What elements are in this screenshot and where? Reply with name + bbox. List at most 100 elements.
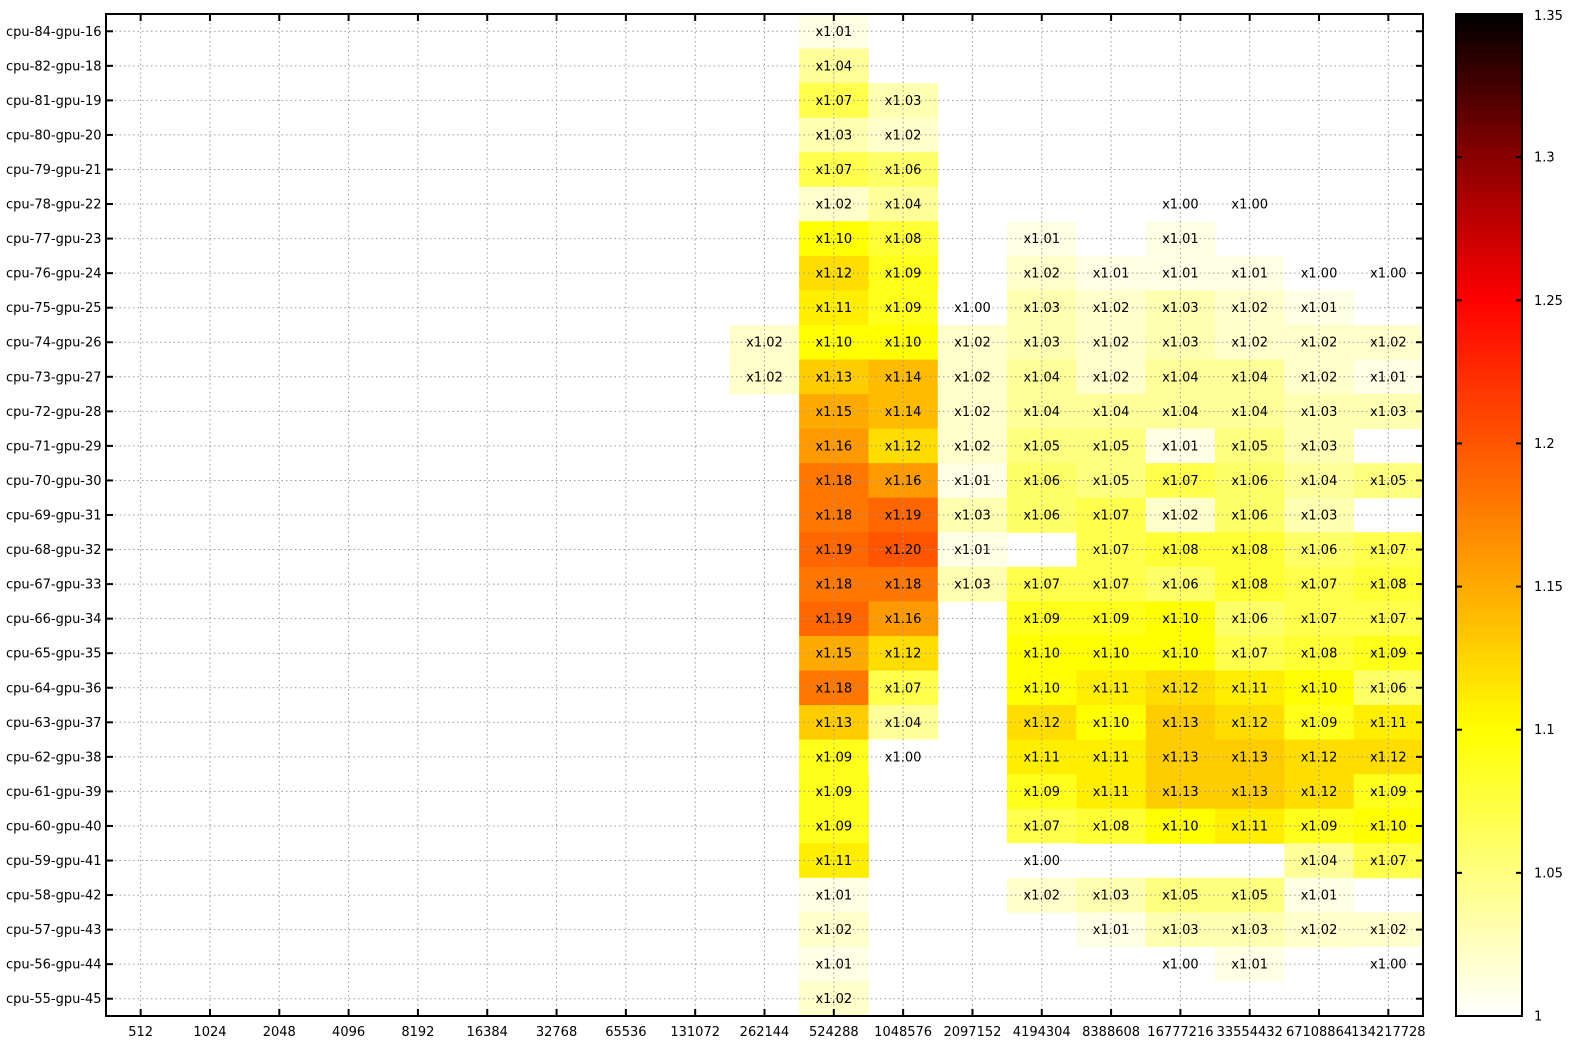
heatmap-cell <box>799 221 869 257</box>
grid-lines <box>106 14 1423 1016</box>
cell-value-label: x1.09 <box>815 785 852 800</box>
cell-value-label: x1.10 <box>1370 819 1407 834</box>
cell-value-label: x1.10 <box>1162 647 1199 662</box>
y-tick-label: cpu-55-gpu-45 <box>6 992 102 1007</box>
cell-value-label: x1.18 <box>815 474 852 489</box>
x-tick-label: 134217728 <box>1351 1025 1425 1040</box>
cell-value-label: x1.10 <box>1093 647 1130 662</box>
cell-value-label: x1.16 <box>815 439 852 454</box>
cell-value-label: x1.02 <box>1301 336 1338 351</box>
colorbar <box>1455 13 1523 1017</box>
cell-value-label: x1.14 <box>885 370 922 385</box>
cell-value-label: x1.02 <box>815 923 852 938</box>
cell-value-label: x1.13 <box>1162 716 1199 731</box>
cell-value-label: x1.13 <box>1162 750 1199 765</box>
x-tick-label: 1048576 <box>874 1025 932 1040</box>
y-tick-label: cpu-64-gpu-36 <box>6 681 102 696</box>
cell-value-labels: x1.01 x1.04 x1.07 x1.03 x1.03 x1.02 x1.07 x1.06… <box>746 25 1406 1007</box>
cell-value-label: x1.02 <box>746 370 783 385</box>
cell-value-label: x1.02 <box>954 405 991 420</box>
cell-value-label: x1.02 <box>1231 301 1268 316</box>
cell-value-label: x1.06 <box>1162 578 1199 593</box>
cell-value-label: x1.01 <box>954 543 991 558</box>
cell-value-label: x1.18 <box>885 578 922 593</box>
cell-value-label: x1.03 <box>1162 301 1199 316</box>
cell-value-label: x1.11 <box>815 301 852 316</box>
cell-value-label: x1.04 <box>1023 370 1060 385</box>
heatmap-cell <box>937 497 1008 533</box>
cell-value-label: x1.03 <box>1093 889 1130 904</box>
axis-ticks <box>106 14 1423 1016</box>
cell-value-label: x1.00 <box>1162 198 1199 213</box>
y-tick-label: cpu-79-gpu-21 <box>6 163 102 178</box>
cell-value-label: x1.10 <box>815 336 852 351</box>
cell-value-label: x1.12 <box>1162 681 1199 696</box>
x-axis-tick-labels: 512 1024 2048 4096 8192 16384 32768 65536 131072… <box>128 1025 1425 1040</box>
cell-value-label: x1.03 <box>1301 439 1338 454</box>
cell-value-label: x1.12 <box>1301 785 1338 800</box>
cell-value-label: x1.04 <box>1162 405 1199 420</box>
cell-value-label: x1.01 <box>815 25 852 40</box>
cell-value-label: x1.00 <box>1370 267 1407 282</box>
cell-value-label: x1.06 <box>1231 612 1268 627</box>
cell-value-label: x1.07 <box>1370 854 1407 869</box>
cell-value-label: x1.03 <box>1023 301 1060 316</box>
cell-value-label: x1.14 <box>885 405 922 420</box>
cell-value-label: x1.18 <box>815 509 852 524</box>
y-tick-label: cpu-69-gpu-31 <box>6 509 102 524</box>
x-tick-label: 2097152 <box>943 1025 1001 1040</box>
cell-value-label: x1.18 <box>815 681 852 696</box>
cell-value-label: x1.09 <box>885 267 922 282</box>
cell-value-label: x1.10 <box>1093 716 1130 731</box>
cell-value-label: x1.18 <box>815 578 852 593</box>
cell-value-label: x1.00 <box>1231 198 1268 213</box>
x-tick-label: 8192 <box>401 1025 434 1040</box>
cell-value-label: x1.00 <box>1023 854 1060 869</box>
y-tick-label: cpu-61-gpu-39 <box>6 785 102 800</box>
heatmap-cell <box>799 394 869 430</box>
cell-value-label: x1.01 <box>1301 301 1338 316</box>
y-tick-label: cpu-70-gpu-30 <box>6 474 102 489</box>
cell-value-label: x1.15 <box>815 647 852 662</box>
cell-value-label: x1.05 <box>1093 474 1130 489</box>
cell-value-label: x1.07 <box>1023 578 1060 593</box>
cell-value-label: x1.12 <box>1023 716 1060 731</box>
cell-value-label: x1.06 <box>1301 543 1338 558</box>
cell-value-label: x1.07 <box>1093 578 1130 593</box>
cell-value-label: x1.09 <box>815 750 852 765</box>
cell-value-label: x1.04 <box>885 198 922 213</box>
cell-value-label: x1.11 <box>1093 785 1130 800</box>
heatmap-cell <box>799 497 869 533</box>
cell-value-label: x1.07 <box>1231 647 1268 662</box>
cell-value-label: x1.03 <box>1162 336 1199 351</box>
cell-value-label: x1.04 <box>1301 474 1338 489</box>
y-tick-label: cpu-78-gpu-22 <box>6 198 102 213</box>
heatmap-cell <box>937 394 1008 430</box>
cell-value-label: x1.11 <box>1023 750 1060 765</box>
cell-value-label: x1.08 <box>1231 578 1268 593</box>
x-tick-label: 65536 <box>605 1025 646 1040</box>
cell-value-label: x1.07 <box>1370 612 1407 627</box>
cell-value-label: x1.09 <box>1370 785 1407 800</box>
cell-value-label: x1.08 <box>1093 819 1130 834</box>
cell-value-label: x1.08 <box>1370 578 1407 593</box>
colorbar-tick-label: 1.1 <box>1534 723 1555 738</box>
cell-value-label: x1.01 <box>1370 370 1407 385</box>
cell-value-label: x1.12 <box>885 439 922 454</box>
x-tick-label: 32768 <box>536 1025 577 1040</box>
cell-value-label: x1.19 <box>885 509 922 524</box>
cell-value-label: x1.03 <box>1301 405 1338 420</box>
y-tick-label: cpu-72-gpu-28 <box>6 405 102 420</box>
colorbar-tick-label: 1.05 <box>1534 866 1563 881</box>
cell-value-label: x1.10 <box>885 336 922 351</box>
cell-value-label: x1.10 <box>815 232 852 247</box>
y-tick-label: cpu-76-gpu-24 <box>6 267 102 282</box>
y-tick-label: cpu-68-gpu-32 <box>6 543 102 558</box>
cell-value-label: x1.11 <box>815 854 852 869</box>
colorbar-tick-label: 1.3 <box>1534 151 1555 166</box>
heatmap-cell <box>1145 394 1216 430</box>
cell-value-label: x1.07 <box>1301 612 1338 627</box>
cell-value-label: x1.01 <box>1162 267 1199 282</box>
cell-value-label: x1.01 <box>1231 267 1268 282</box>
cell-value-label: x1.07 <box>1093 543 1130 558</box>
